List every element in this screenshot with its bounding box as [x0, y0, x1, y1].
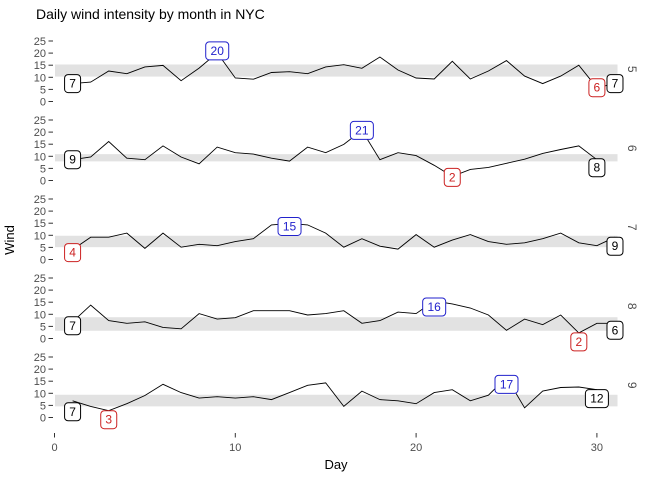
y-tick-label: 5 — [40, 321, 46, 333]
facet-strip-label-5: 5 — [625, 66, 639, 73]
x-axis: 0 10 20 30 — [51, 433, 603, 454]
y-tick-label: 0 — [40, 334, 46, 346]
wind-line-month-5 — [72, 52, 616, 89]
x-axis-title: Day — [324, 457, 348, 472]
facet-strip-label-7: 7 — [625, 224, 639, 231]
value-label-text-blue-month-7: 15 — [283, 219, 297, 233]
reference-band-month-6 — [55, 154, 618, 162]
value-label-text-black-month-7: 9 — [612, 239, 619, 253]
reference-band-month-5 — [55, 64, 618, 77]
y-tick-label: 0 — [40, 255, 46, 267]
y-tick-label: 15 — [34, 297, 46, 309]
value-label-text-red-month-6: 2 — [449, 170, 456, 184]
y-tick-label: 15 — [34, 218, 46, 230]
wind-line-month-8 — [72, 300, 615, 334]
value-label-text-blue-month-5: 20 — [211, 44, 225, 58]
value-label-box-red-month-9 — [100, 410, 118, 430]
reference-band-month-8 — [55, 317, 618, 331]
y-tick-label: 10 — [34, 309, 46, 321]
y-tick-label: 10 — [34, 388, 46, 400]
chart-title: Daily wind intensity by month in NYC — [36, 6, 265, 22]
value-label-text-red-month-7: 4 — [69, 246, 76, 260]
y-tick-label: 0 — [40, 413, 46, 425]
value-label-text-black-month-8: 7 — [69, 319, 76, 333]
value-label-box-black-month-7 — [606, 236, 624, 256]
y-tick-label: 5 — [40, 163, 46, 175]
value-label-box-black-month-5 — [606, 74, 624, 94]
value-label-box-black-month-6 — [64, 150, 82, 170]
value-label-box-blue-month-8 — [422, 297, 447, 317]
value-label-text-black-month-5: 7 — [69, 77, 76, 91]
wind-line-month-6 — [72, 129, 598, 177]
x-tick-label: 10 — [229, 442, 241, 454]
y-tick-label: 5 — [40, 242, 46, 254]
y-tick-label: 25 — [34, 273, 46, 285]
reference-band-month-9 — [55, 394, 618, 407]
x-tick-label: 0 — [51, 442, 57, 454]
y-tick-label: 25 — [34, 115, 46, 127]
y-tick-label: 20 — [34, 364, 46, 376]
value-label-box-black-month-5 — [64, 74, 82, 94]
y-tick-label: 20 — [34, 127, 46, 139]
y-tick-label: 0 — [40, 97, 46, 109]
value-label-text-black-month-8: 6 — [612, 323, 619, 337]
value-label-text-blue-month-6: 21 — [355, 123, 369, 137]
y-tick-label: 15 — [34, 376, 46, 388]
y-tick-label: 25 — [34, 194, 46, 206]
y-tick-label: 25 — [34, 352, 46, 364]
y-tick-label: 5 — [40, 400, 46, 412]
wind-line-month-7 — [72, 222, 616, 250]
y-tick-label: 25 — [34, 36, 46, 48]
y-tick-label: 20 — [34, 48, 46, 60]
x-tick-label: 20 — [410, 442, 422, 454]
value-label-text-blue-month-8: 16 — [428, 300, 442, 314]
value-label-text-black-month-6: 9 — [69, 153, 76, 167]
y-tick-label: 10 — [34, 72, 46, 84]
value-label-box-black-month-9 — [64, 402, 82, 422]
value-label-text-black-month-6: 8 — [594, 161, 601, 175]
value-label-text-red-month-9: 3 — [105, 413, 112, 427]
value-label-text-black-month-5: 7 — [612, 77, 619, 91]
value-label-box-blue-month-9 — [494, 374, 519, 394]
y-axis-title: Wind — [2, 225, 17, 255]
value-label-box-red-month-7 — [64, 243, 82, 263]
y-tick-label: 10 — [34, 151, 46, 163]
value-label-text-black-month-9: 12 — [590, 392, 604, 406]
value-label-box-black-month-8 — [64, 316, 82, 336]
y-tick-label: 5 — [40, 84, 46, 96]
y-tick-label: 20 — [34, 285, 46, 297]
value-label-text-red-month-8: 2 — [575, 335, 582, 349]
value-label-box-black-month-6 — [588, 158, 606, 178]
x-tick-label: 30 — [591, 442, 603, 454]
value-label-box-blue-month-6 — [349, 120, 374, 140]
value-label-box-red-month-8 — [570, 332, 588, 352]
value-label-text-blue-month-9: 17 — [500, 377, 514, 391]
y-tick-label: 10 — [34, 230, 46, 242]
value-label-box-red-month-5 — [588, 78, 606, 98]
facet-strip-label-6: 6 — [625, 145, 639, 152]
value-label-box-black-month-8 — [606, 320, 624, 340]
y-tick-label: 15 — [34, 139, 46, 151]
y-tick-label: 15 — [34, 60, 46, 72]
value-label-box-blue-month-7 — [277, 216, 302, 236]
y-tick-label: 20 — [34, 206, 46, 218]
value-label-text-black-month-9: 7 — [69, 405, 76, 419]
value-label-text-red-month-5: 6 — [594, 81, 601, 95]
y-tick-label: 0 — [40, 176, 46, 188]
value-label-box-red-month-6 — [443, 167, 461, 187]
facet-strip-label-9: 9 — [625, 382, 639, 389]
facet-strip-label-8: 8 — [625, 303, 639, 310]
value-label-box-black-month-9 — [584, 389, 609, 409]
value-label-box-blue-month-5 — [205, 41, 230, 61]
